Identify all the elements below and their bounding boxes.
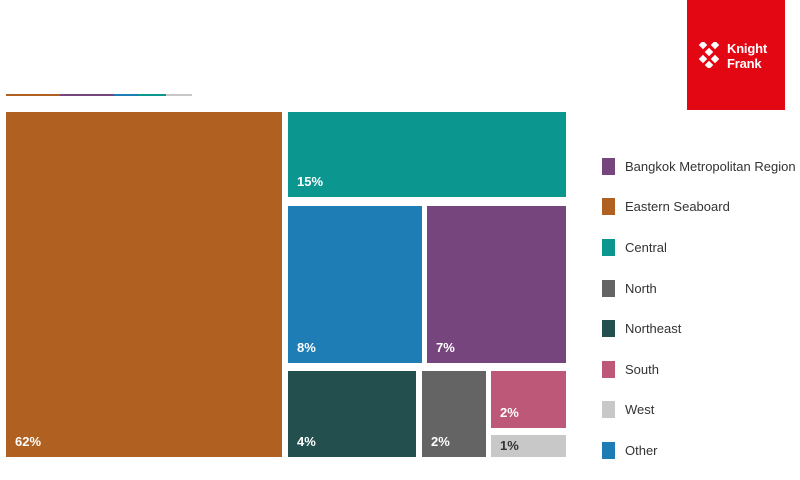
legend-swatch <box>602 401 615 419</box>
knight-frank-logo: Knight Frank <box>687 0 785 110</box>
legend-label: South <box>625 361 659 377</box>
treemap-cell-eastern-seaboard: 62% <box>6 112 282 457</box>
legend-item-west: West <box>602 390 796 431</box>
data-label: 2% <box>500 405 519 420</box>
treemap-cell-south: 2% <box>491 371 566 428</box>
data-label: 7% <box>436 340 455 355</box>
legend-item-eastern-seaboard: Eastern Seaboard <box>602 187 796 228</box>
legend-item-northeast: Northeast <box>602 308 796 349</box>
data-label: 2% <box>431 434 450 449</box>
legend-label: Northeast <box>625 321 682 337</box>
logo-wordmark: Knight Frank <box>727 41 767 71</box>
legend-swatch <box>602 279 615 297</box>
chart-legend: Bangkok Metropolitan Region Eastern Seabo… <box>602 146 796 471</box>
legend-swatch <box>602 441 615 459</box>
accent-rule-purple <box>60 94 114 96</box>
legend-swatch <box>602 198 615 216</box>
logo-line-1: Knight <box>727 41 767 56</box>
legend-swatch <box>602 360 615 378</box>
legend-label: Eastern Seaboard <box>625 199 730 215</box>
logo-line-2: Frank <box>727 56 762 71</box>
legend-item-south: South <box>602 349 796 390</box>
treemap-cell-bangkok-metropolitan-region: 7% <box>427 206 566 363</box>
data-label: 8% <box>297 340 316 355</box>
legend-label: North <box>625 280 657 296</box>
data-label: 15% <box>297 174 324 189</box>
data-label: 4% <box>297 434 316 449</box>
data-label: 1% <box>500 438 519 453</box>
legend-item-central: Central <box>602 227 796 268</box>
legend-label: Central <box>625 239 667 255</box>
treemap-cell-north: 2% <box>422 371 486 457</box>
data-label: 62% <box>15 434 42 449</box>
legend-swatch <box>602 238 615 256</box>
treemap-cell-northeast: 4% <box>288 371 416 457</box>
logo-mark-icon <box>698 42 720 68</box>
legend-label: Other <box>625 442 658 458</box>
legend-swatch <box>602 157 615 175</box>
legend-label: Bangkok Metropolitan Region <box>625 158 796 174</box>
accent-rule-blue <box>114 94 138 96</box>
legend-item-other: Other <box>602 430 796 471</box>
accent-rule-teal <box>138 94 166 96</box>
treemap-cell-west: 1% <box>491 435 566 457</box>
accent-rule-grey <box>166 94 192 96</box>
legend-label: West <box>625 402 655 418</box>
accent-rule-brown <box>6 94 60 96</box>
legend-item-north: North <box>602 268 796 309</box>
legend-swatch <box>602 320 615 338</box>
legend-item-bangkok-metropolitan-region: Bangkok Metropolitan Region <box>602 146 796 187</box>
treemap-cell-central: 15% <box>288 112 566 197</box>
treemap-cell-other: 8% <box>288 206 422 363</box>
